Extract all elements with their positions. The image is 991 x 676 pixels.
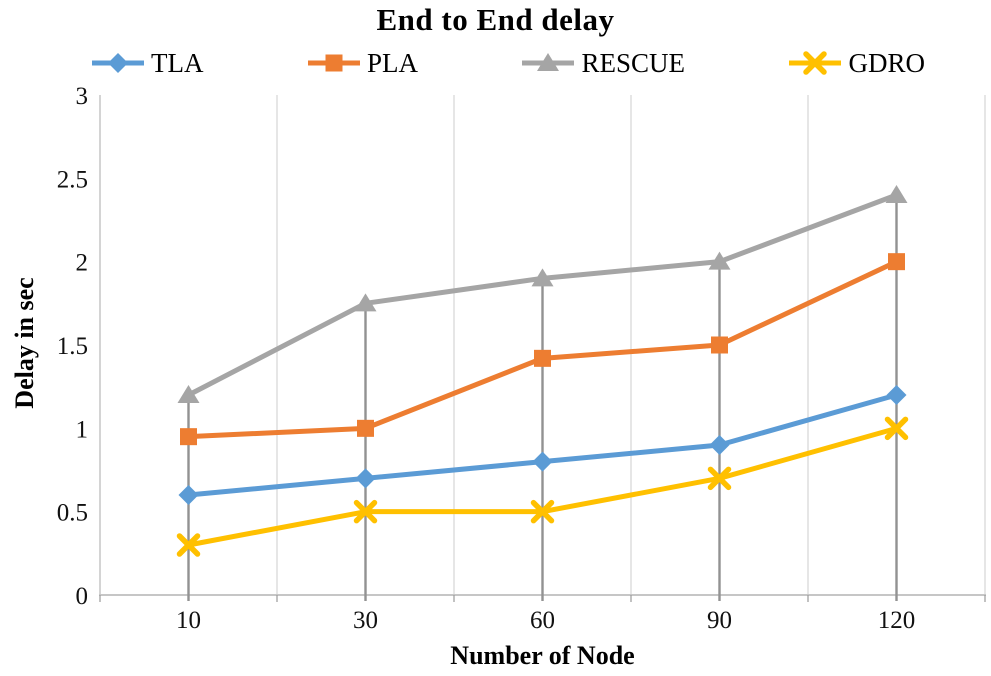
- y-tick-label: 0.5: [57, 500, 88, 527]
- y-tick-label: 3: [76, 83, 89, 110]
- diamond-marker-tla: [355, 468, 376, 489]
- square-marker-pla: [357, 419, 374, 437]
- x-axis-title: Number of Node: [450, 641, 635, 670]
- legend-label-pla: PLA: [366, 47, 418, 78]
- y-axis-title: Delay in sec: [10, 277, 39, 409]
- square-marker-pla: [180, 428, 197, 446]
- y-tick-label: 1.5: [57, 333, 88, 360]
- y-tick-label: 1: [76, 416, 89, 443]
- x-marker-gdro: [884, 416, 909, 441]
- diamond-marker-tla: [178, 485, 199, 505]
- square-marker-pla: [888, 253, 905, 271]
- diamond-marker-tla: [709, 435, 730, 455]
- chart-legend: TLA PLA RESCUE GDRO: [92, 44, 925, 82]
- x-tick-label: 60: [530, 607, 555, 634]
- legend-item-tla: TLA: [92, 49, 203, 77]
- y-tick-label: 2.5: [57, 166, 88, 193]
- legend-item-rescue: RESCUE: [522, 49, 685, 77]
- x-marker-gdro: [176, 533, 201, 557]
- x-marker-gdro: [707, 466, 732, 491]
- square-marker-pla: [534, 349, 551, 367]
- y-tick-label: 0: [76, 583, 89, 610]
- x-tick-label: 10: [176, 607, 201, 634]
- legend-item-gdro: GDRO: [789, 49, 925, 77]
- x-legend-marker-icon: [789, 51, 842, 75]
- x-tick-label: 90: [707, 607, 732, 634]
- triangle-marker-rescue: [354, 293, 377, 312]
- x-marker-gdro: [353, 499, 378, 524]
- triangle-marker-rescue: [531, 268, 554, 287]
- x-tick-label: 30: [353, 607, 378, 634]
- legend-label-tla: TLA: [151, 47, 204, 78]
- triangle-marker-rescue: [177, 385, 200, 403]
- square-marker-pla: [711, 336, 728, 354]
- chart-title: End to End delay: [376, 2, 615, 37]
- triangle-legend-marker-icon: [522, 53, 575, 71]
- diamond-legend-marker-icon: [92, 53, 144, 73]
- legend-label-gdro: GDRO: [848, 47, 925, 78]
- y-tick-label: 2: [76, 250, 89, 277]
- x-tick-label: 120: [878, 607, 916, 634]
- diamond-marker-tla: [532, 451, 553, 472]
- triangle-marker-rescue: [708, 251, 731, 270]
- square-legend-marker-icon: [307, 54, 360, 72]
- x-marker-gdro: [530, 499, 555, 524]
- diamond-marker-tla: [886, 385, 907, 405]
- triangle-marker-rescue: [885, 185, 908, 203]
- legend-label-rescue: RESCUE: [581, 47, 685, 78]
- legend-item-pla: PLA: [307, 47, 418, 78]
